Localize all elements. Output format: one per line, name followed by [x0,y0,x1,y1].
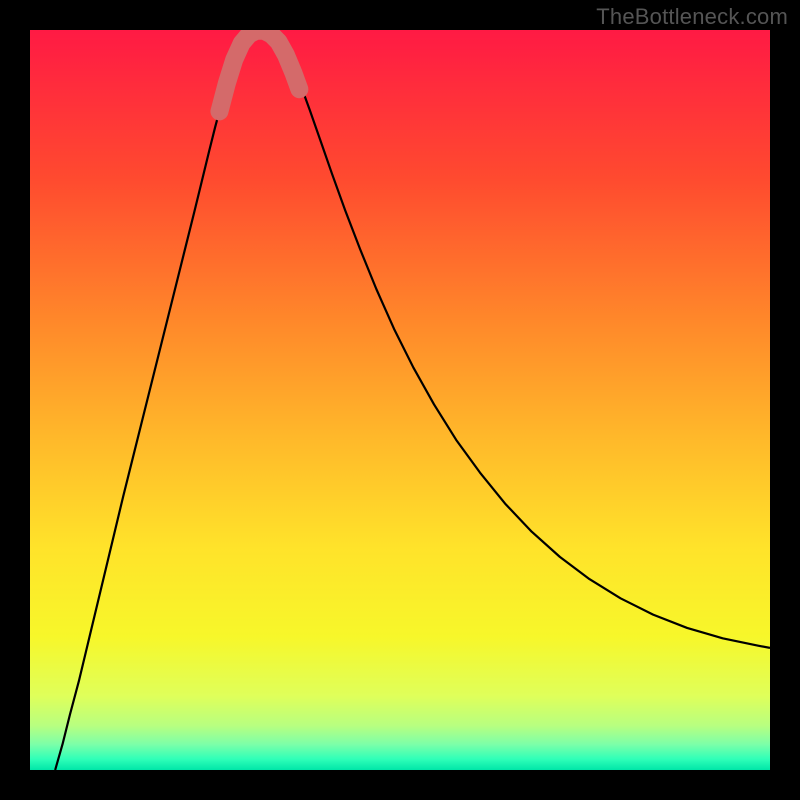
plot-svg [30,30,770,770]
chart-frame: TheBottleneck.com [0,0,800,800]
gradient-background [30,30,770,770]
watermark-text: TheBottleneck.com [596,4,788,30]
plot-area [30,30,770,770]
